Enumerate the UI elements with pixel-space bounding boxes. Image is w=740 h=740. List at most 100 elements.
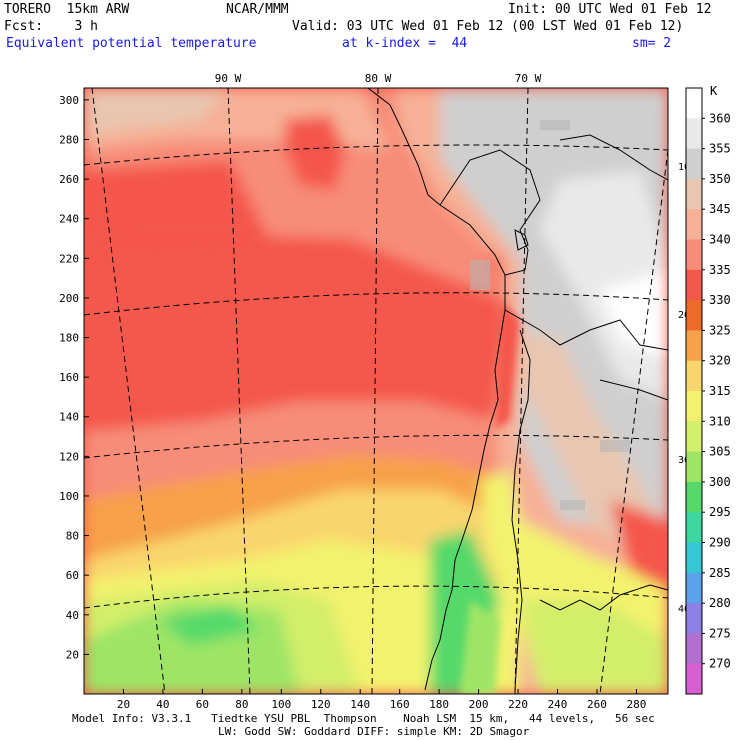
colorbar-label: 320 [709, 354, 731, 368]
land-345 [520, 330, 668, 560]
land-330-east [610, 500, 668, 590]
lon-line-100w [91, 88, 166, 694]
x-tick-label: 60 [196, 698, 209, 711]
y-tick-label: 20 [66, 648, 79, 661]
field-295 [160, 605, 260, 645]
x-tick-label: 160 [390, 698, 410, 711]
level-label: at k-index = 44 [342, 36, 468, 51]
colorbar-label: 310 [709, 414, 731, 428]
colorbar-label: 350 [709, 172, 731, 186]
colorbar-swatch [686, 88, 702, 119]
x-tick-label: 220 [508, 698, 528, 711]
colorbar: 360 355 350 345 340 335 330 325 320 315 310 305 300 2… [685, 87, 731, 695]
model-title: TORERO 15km ARW [4, 2, 130, 17]
land-305 [520, 600, 668, 694]
y-tick-label: 120 [59, 450, 79, 463]
lat-line-10s [84, 144, 668, 166]
lon-line-70w [514, 88, 529, 694]
y-tick-label: 60 [66, 569, 79, 582]
pacific-coastline [367, 88, 506, 691]
colorbar-swatch [686, 118, 702, 150]
colorbar-label: 275 [709, 626, 731, 640]
field-name: Equivalent potential temperature [6, 36, 257, 51]
brazil-border [559, 134, 668, 181]
lon-line-80w [371, 88, 379, 694]
y-tick-label: 240 [59, 213, 79, 226]
colorbar-swatch [686, 330, 702, 362]
x-tick-label: 260 [587, 698, 607, 711]
x-tick-label: 280 [626, 698, 646, 711]
x-tick-label: 240 [548, 698, 568, 711]
y-axis: 20 40 60 80 100 120 140 160 180 200 220 240 260 280 30… [59, 94, 89, 661]
y-tick-label: 80 [66, 530, 79, 543]
lake-titicaca [514, 229, 529, 251]
colorbar-swatch [686, 633, 702, 665]
lat-line-40s [84, 585, 668, 609]
y-tick-label: 220 [59, 252, 79, 265]
lon-line-60w [599, 149, 668, 694]
field-330-blob [285, 115, 345, 190]
center-label: NCAR/MMM [226, 2, 289, 17]
paraguay-border [599, 379, 668, 401]
colorbar-swatch [686, 239, 702, 271]
colorbar-swatch [686, 209, 702, 240]
lon-labels: 90 W 80 W 70 W [215, 72, 542, 85]
colorbar-swatch [686, 542, 702, 574]
x-tick-label: 140 [350, 698, 370, 711]
colorbar-label: 290 [709, 536, 731, 550]
colorbar-label: 285 [709, 566, 731, 580]
terrain-speckle [470, 120, 630, 510]
colorbar-swatch [686, 603, 702, 634]
coastline [367, 88, 668, 691]
colorbar-label: 340 [709, 233, 731, 247]
colorbar-swatch [686, 360, 702, 392]
x-tick-label: 180 [429, 698, 449, 711]
field-330-west [84, 160, 270, 250]
lon-label: 90 W [215, 72, 242, 85]
colorbar-swatch [686, 148, 702, 180]
colorbar-label: 330 [709, 293, 731, 307]
bolivia-border [504, 309, 668, 351]
lon-label: 80 W [365, 72, 392, 85]
init-time: Init: 00 UTC Wed 01 Feb 12 [508, 2, 712, 17]
colorbar-label: 270 [709, 657, 731, 671]
x-axis: 20 40 60 80 100 120 140 160 180 200 220 240 260 280 [117, 689, 646, 711]
colorbar-label: 280 [709, 596, 731, 610]
y-tick-label: 140 [59, 411, 79, 424]
colorbar-label: 355 [709, 142, 731, 156]
x-tick-label: 20 [117, 698, 130, 711]
argentina-coast [539, 584, 668, 611]
field-335-north [84, 88, 500, 300]
colorbar-label: 315 [709, 384, 731, 398]
colorbar-swatch [686, 421, 702, 453]
coast-300-band [460, 600, 500, 694]
colorbar-label: 345 [709, 202, 731, 216]
plot-frame [83, 87, 669, 695]
colorbar-label: 325 [709, 323, 731, 337]
colorbar-swatch [686, 391, 702, 422]
colorbar-swatch [686, 300, 702, 331]
y-tick-label: 100 [59, 490, 79, 503]
lat-line-20s [84, 292, 668, 316]
x-tick-label: 200 [469, 698, 489, 711]
lon-line-90w [227, 88, 251, 694]
x-tick-label: 80 [235, 698, 248, 711]
colorbar-label: 295 [709, 505, 731, 519]
colorbar-swatch [686, 572, 702, 604]
colorbar-swatch [686, 178, 702, 210]
colorbar-swatch [686, 269, 702, 301]
field-345-north [84, 88, 230, 135]
forecast-hour: Fcst: 3 h [4, 19, 98, 34]
y-tick-label: 160 [59, 371, 79, 384]
colorbar-label: 335 [709, 263, 731, 277]
lat-line-30s [84, 434, 668, 459]
y-tick-label: 300 [59, 94, 79, 107]
colorbar-label: 305 [709, 445, 731, 459]
peru-bolivia-border [439, 149, 541, 276]
y-tick-label: 280 [59, 133, 79, 146]
y-tick-label: 180 [59, 332, 79, 345]
valid-time: Valid: 03 UTC Wed 01 Feb 12 (00 LST Wed … [292, 19, 684, 34]
colorbar-unit: K [710, 84, 718, 98]
y-tick-label: 260 [59, 173, 79, 186]
